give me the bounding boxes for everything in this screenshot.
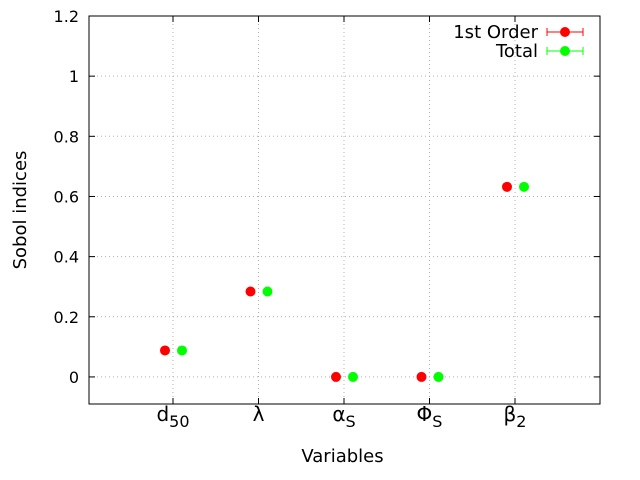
legend-marker [560,27,570,37]
legend-label-total: Total [495,41,538,62]
data-point-total [262,286,273,297]
y-tick-label: 0 [69,368,79,387]
data-point-first-order [331,371,341,382]
data-point-first-order [160,345,170,356]
legend-key-total [546,46,584,56]
legend: 1st Order Total [453,22,584,62]
legend-marker [560,46,570,56]
x-tick-label: αS [332,402,355,431]
data-points [160,181,529,382]
x-tick-label: λ [253,402,265,426]
grid-lines [89,15,600,404]
legend-key-1st-order [546,27,584,37]
y-tick-label: 0.2 [54,308,79,327]
data-point-total [348,371,358,382]
data-point-first-order [245,286,256,297]
x-tick-label: ΦS [417,402,443,431]
data-point-total [177,345,187,356]
y-tick-label: 0.6 [54,187,79,206]
x-tick-label: d50 [156,402,189,431]
x-axis-title: Variables [301,446,383,467]
y-axis-ticks: 0 0.2 0.4 0.6 0.8 1 1.2 [54,7,600,387]
y-tick-label: 1.2 [54,7,79,26]
data-point-total [433,371,444,382]
y-axis-title: Sobol indices [10,151,31,270]
data-point-first-order [502,181,512,192]
y-tick-label: 1 [69,67,79,86]
data-point-first-order [416,371,427,382]
x-tick-label: β2 [504,402,527,431]
data-point-total [519,181,529,192]
y-tick-label: 0.4 [54,248,79,267]
x-axis-ticks: d50 λ αS ΦS β2 [156,16,526,431]
legend-label-1st-order: 1st Order [453,22,538,43]
y-tick-label: 0.8 [54,127,79,146]
